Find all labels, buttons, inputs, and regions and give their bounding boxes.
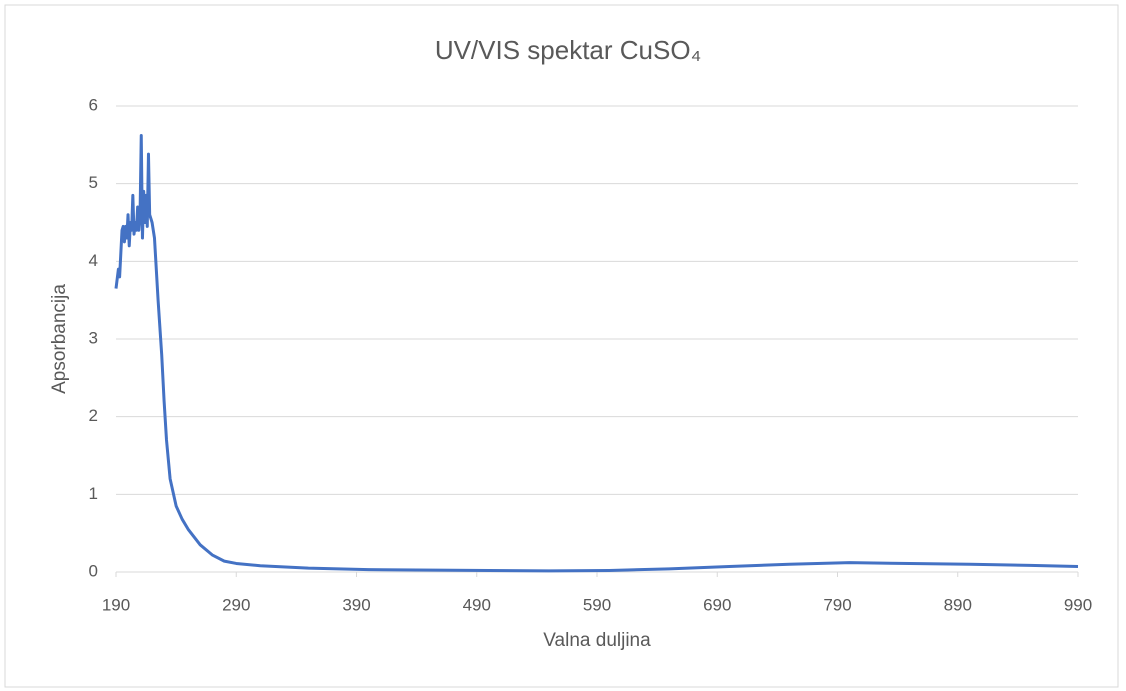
y-axis-title: Apsorbancija bbox=[49, 284, 70, 394]
chart-border bbox=[4, 4, 1119, 688]
x-tick-label: 190 bbox=[102, 595, 130, 614]
y-tick-label: 6 bbox=[89, 95, 98, 114]
chart-title: UV/VIS spektar CuSO₄ bbox=[435, 35, 701, 65]
y-tick-label: 0 bbox=[89, 561, 98, 580]
y-tick-label: 2 bbox=[89, 406, 98, 425]
x-axis-title: Valna duljina bbox=[543, 630, 651, 651]
y-tick-label: 4 bbox=[89, 251, 98, 270]
x-tick-label: 390 bbox=[342, 595, 370, 614]
x-tick-label: 790 bbox=[823, 595, 851, 614]
y-tick-label: 3 bbox=[89, 328, 98, 347]
x-tick-label: 290 bbox=[222, 595, 250, 614]
x-tick-label: 490 bbox=[463, 595, 491, 614]
y-tick-label: 5 bbox=[89, 173, 98, 192]
x-tick-label: 590 bbox=[583, 595, 611, 614]
y-tick-label: 1 bbox=[89, 484, 98, 503]
x-tick-label: 990 bbox=[1064, 595, 1092, 614]
x-tick-label: 690 bbox=[703, 595, 731, 614]
x-tick-label: 890 bbox=[944, 595, 972, 614]
line-series bbox=[114, 134, 1079, 573]
